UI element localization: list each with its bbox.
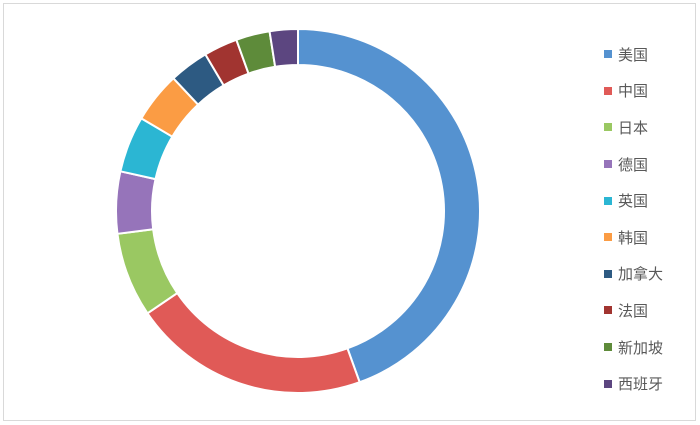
legend-label: 中国 — [618, 82, 649, 101]
legend-swatch — [604, 50, 612, 59]
legend-swatch — [604, 269, 612, 278]
legend-label: 德国 — [618, 155, 649, 174]
legend-item-9: 新加坡 — [604, 329, 663, 366]
legend-item-5: 英国 — [604, 182, 663, 219]
legend-label: 英国 — [618, 192, 649, 211]
legend-label: 加拿大 — [618, 265, 664, 284]
legend-swatch — [604, 123, 612, 132]
legend-item-7: 加拿大 — [604, 256, 663, 293]
legend-label: 新加坡 — [618, 338, 664, 357]
slice-2 — [146, 291, 361, 394]
legend-item-1: 美国 — [604, 36, 663, 73]
legend-swatch — [604, 196, 612, 205]
legend-item-2: 中国 — [604, 73, 663, 110]
legend-label: 法国 — [618, 301, 649, 320]
legend-swatch — [604, 379, 612, 388]
legend-label: 西班牙 — [618, 375, 664, 394]
slice-10 — [268, 27, 299, 68]
slice-4 — [115, 170, 157, 235]
legend-label: 日本 — [618, 118, 649, 137]
legend-swatch — [604, 343, 612, 352]
legend-swatch — [604, 86, 612, 95]
legend: 美国中国日本德国英国韩国加拿大法国新加坡西班牙 — [604, 36, 663, 402]
legend-item-6: 韩国 — [604, 219, 663, 256]
legend-item-8: 法国 — [604, 292, 663, 329]
legend-item-10: 西班牙 — [604, 365, 663, 402]
legend-swatch — [604, 160, 612, 169]
legend-label: 美国 — [618, 45, 649, 64]
slice-1 — [297, 27, 481, 384]
legend-label: 韩国 — [618, 228, 649, 247]
legend-item-4: 德国 — [604, 146, 663, 183]
legend-swatch — [604, 233, 612, 242]
legend-item-3: 日本 — [604, 109, 663, 146]
legend-swatch — [604, 306, 612, 315]
